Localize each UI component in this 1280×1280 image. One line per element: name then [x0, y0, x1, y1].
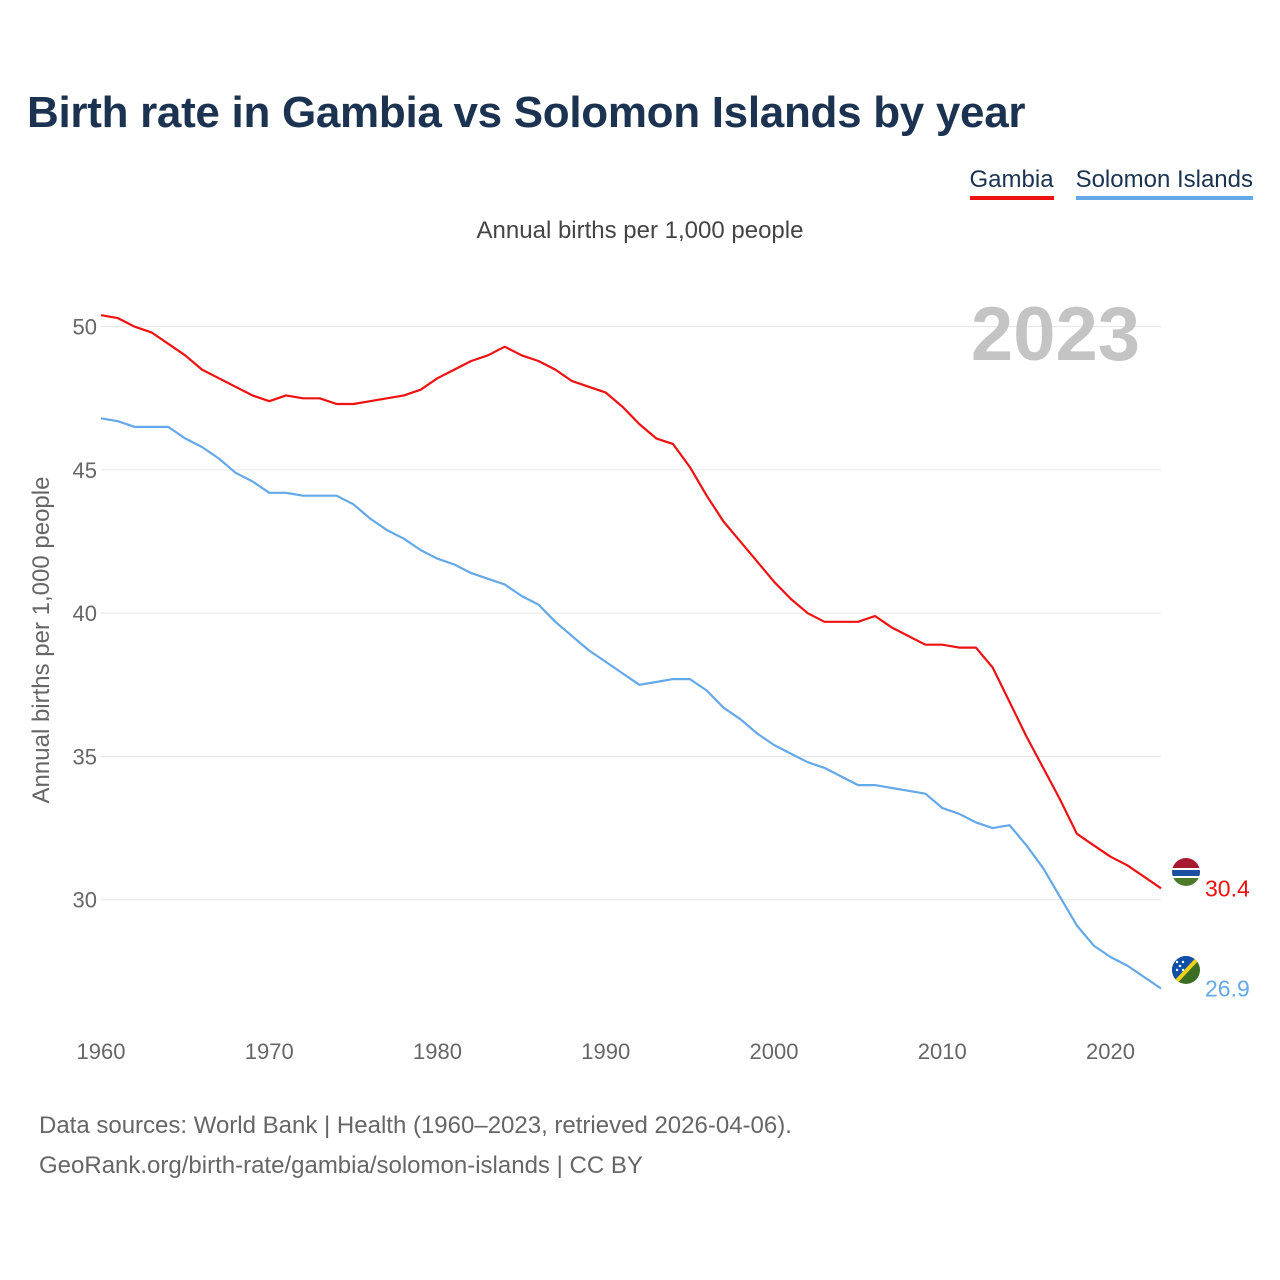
x-tick-label: 1990 [581, 1039, 630, 1064]
series-line-solomon-islands [100, 417, 1162, 990]
x-tick-label: 2000 [750, 1039, 799, 1064]
x-tick-label: 2010 [918, 1039, 967, 1064]
x-tick-label: 1980 [413, 1039, 462, 1064]
gambia-flag-icon [1172, 858, 1200, 886]
legend-item-gambia[interactable]: Gambia [969, 166, 1054, 200]
end-value-label-solomon-islands: 26.9 [1205, 976, 1250, 1002]
x-tick-label: 1960 [77, 1039, 126, 1064]
legend: Gambia Solomon Islands [969, 166, 1253, 200]
year-watermark: 2023 [971, 292, 1140, 377]
y-tick-label: 50 [73, 315, 97, 340]
end-value-label-gambia: 30.4 [1205, 875, 1250, 901]
y-tick-label: 30 [73, 888, 97, 913]
y-tick-label: 35 [73, 744, 97, 769]
y-tick-label: 45 [73, 458, 97, 483]
x-tick-label: 2020 [1086, 1039, 1135, 1064]
legend-item-solomon-islands[interactable]: Solomon Islands [1075, 166, 1253, 200]
y-tick-label: 40 [73, 601, 97, 626]
chart-subtitle: Annual births per 1,000 people [476, 217, 804, 244]
source-line-link[interactable]: GeoRank.org/birth-rate/gambia/solomon-is… [39, 1152, 643, 1179]
source-note: Data sources: World Bank | Health (1960–… [39, 1106, 792, 1186]
series-line-gambia [100, 314, 1162, 890]
source-line-data: Data sources: World Bank | Health (1960–… [39, 1112, 792, 1139]
chart-title: Birth rate in Gambia vs Solomon Islands … [27, 88, 1026, 137]
solomon-islands-flag-icon [1172, 956, 1200, 984]
x-tick-label: 1970 [245, 1039, 294, 1064]
